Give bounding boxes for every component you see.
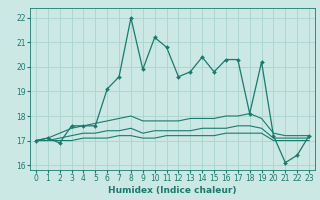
X-axis label: Humidex (Indice chaleur): Humidex (Indice chaleur) (108, 186, 237, 195)
